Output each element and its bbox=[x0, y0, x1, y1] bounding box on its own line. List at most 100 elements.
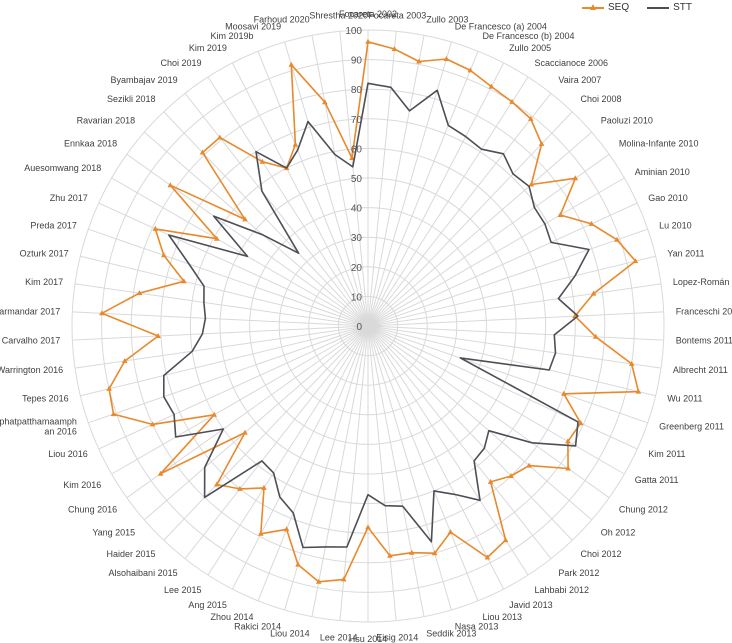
category-label: Liou 2014 bbox=[270, 628, 310, 638]
category-label: Kim 2019b bbox=[210, 31, 253, 41]
grid-spoke bbox=[231, 325, 369, 590]
category-label: Boal Carvalho 2017 bbox=[0, 336, 60, 346]
category-label: Farhoud 2020 bbox=[254, 15, 310, 25]
radial-tick-label: 60 bbox=[351, 144, 363, 155]
category-label: Choi 2012 bbox=[581, 549, 622, 559]
data-point-seq bbox=[315, 578, 322, 584]
data-point-seq bbox=[502, 537, 509, 543]
grid-spoke bbox=[88, 228, 369, 327]
data-point-seq bbox=[157, 470, 164, 476]
category-label: Chung 2012 bbox=[619, 505, 668, 515]
data-point-seq bbox=[136, 290, 143, 296]
radial-tick-label: 20 bbox=[351, 263, 363, 274]
category-label: Kim 2019 bbox=[189, 43, 227, 53]
legend-item-stt: STT bbox=[647, 2, 692, 13]
data-point-seq bbox=[592, 333, 599, 339]
category-label: Zhou 2014 bbox=[210, 612, 253, 622]
grid-spoke bbox=[207, 76, 369, 327]
grid-spoke bbox=[367, 325, 662, 369]
grid-spoke bbox=[367, 35, 425, 327]
radar-grid bbox=[71, 29, 665, 623]
category-label: Tepes 2016 bbox=[22, 394, 69, 404]
category-label: Liou 2016 bbox=[48, 449, 88, 459]
grid-spoke bbox=[367, 325, 638, 450]
category-label: Scaccianoce 2006 bbox=[535, 58, 609, 68]
data-point-seq bbox=[122, 358, 128, 363]
category-label: Aminian 2010 bbox=[635, 167, 690, 177]
category-label: Zullo 2005 bbox=[509, 43, 551, 53]
data-point-seq bbox=[577, 420, 584, 426]
grid-spoke bbox=[126, 325, 369, 499]
grid-spoke bbox=[367, 311, 664, 327]
category-label: Harmandar 2017 bbox=[0, 306, 60, 316]
category-label: Preda 2017 bbox=[30, 220, 77, 230]
data-point-seq bbox=[408, 549, 415, 555]
grid-spoke bbox=[207, 325, 369, 576]
category-label: Zhu 2017 bbox=[50, 193, 88, 203]
grid-spoke bbox=[367, 325, 505, 590]
category-label: Sezikli 2018 bbox=[107, 94, 156, 104]
category-label: Kim 2011 bbox=[648, 449, 685, 459]
category-label: Nasa 2013 bbox=[455, 622, 499, 632]
data-point-seq bbox=[155, 333, 161, 338]
grid-spoke bbox=[367, 325, 425, 617]
radial-tick-label: 100 bbox=[345, 26, 362, 37]
category-label: Lahbabi 2012 bbox=[535, 585, 590, 595]
grid-spoke bbox=[367, 325, 593, 521]
data-point-seq bbox=[487, 478, 494, 484]
radar-series bbox=[99, 38, 642, 584]
category-label: De Francesco (b) 2004 bbox=[483, 31, 575, 41]
data-point-seq bbox=[416, 58, 422, 64]
data-point-seq bbox=[565, 465, 571, 471]
category-label: De Francesco (a) 2004 bbox=[455, 22, 547, 32]
legend-swatch-seq bbox=[581, 3, 604, 12]
category-label: Choi 2008 bbox=[581, 94, 622, 104]
data-point-seq bbox=[283, 526, 290, 532]
data-point-seq bbox=[199, 149, 206, 155]
series-line-stt bbox=[163, 82, 590, 549]
grid-spoke bbox=[367, 255, 656, 327]
category-label: Byambajav 2019 bbox=[111, 75, 178, 85]
grid-spoke bbox=[184, 325, 369, 559]
data-point-seq bbox=[572, 175, 579, 181]
category-label: Seddik 2013 bbox=[426, 628, 476, 638]
grid-spoke bbox=[367, 76, 529, 327]
data-point-seq bbox=[557, 212, 564, 217]
grid-spoke bbox=[367, 51, 479, 327]
grid-spoke bbox=[257, 325, 369, 601]
data-point-seq bbox=[590, 290, 597, 296]
grid-spoke bbox=[367, 228, 648, 327]
grid-spoke bbox=[367, 283, 662, 327]
grid-spoke bbox=[367, 325, 648, 424]
legend: SEQ STT bbox=[581, 2, 692, 13]
grid-spoke bbox=[98, 325, 369, 450]
data-point-seq bbox=[242, 216, 248, 222]
grid-spoke bbox=[367, 325, 479, 601]
data-point-seq bbox=[242, 429, 248, 435]
data-point-seq bbox=[237, 485, 243, 491]
radial-tick-label: 90 bbox=[351, 56, 363, 67]
grid-spoke bbox=[143, 325, 369, 521]
data-point-seq bbox=[295, 561, 301, 567]
category-label: Zullo 2003 bbox=[426, 15, 468, 25]
data-point-seq bbox=[365, 524, 371, 530]
category-label: Vaira 2007 bbox=[558, 75, 601, 85]
category-label: Shrestha 2020 bbox=[309, 10, 368, 20]
grid-spoke bbox=[231, 62, 369, 327]
grid-spoke bbox=[367, 62, 505, 327]
data-point-seq bbox=[614, 236, 620, 242]
data-point-seq bbox=[538, 140, 545, 146]
grid-spoke bbox=[311, 35, 369, 327]
data-point-seq bbox=[628, 360, 635, 366]
grid-spoke bbox=[88, 325, 369, 424]
data-point-seq bbox=[161, 252, 167, 258]
legend-item-seq: SEQ bbox=[581, 2, 629, 13]
category-label: Moosavi 2019 bbox=[225, 22, 281, 32]
data-point-seq bbox=[443, 56, 450, 61]
data-point-seq bbox=[152, 225, 159, 231]
data-point-seq bbox=[488, 83, 495, 89]
radial-tick-label: 10 bbox=[351, 292, 363, 303]
grid-spoke bbox=[284, 41, 369, 327]
